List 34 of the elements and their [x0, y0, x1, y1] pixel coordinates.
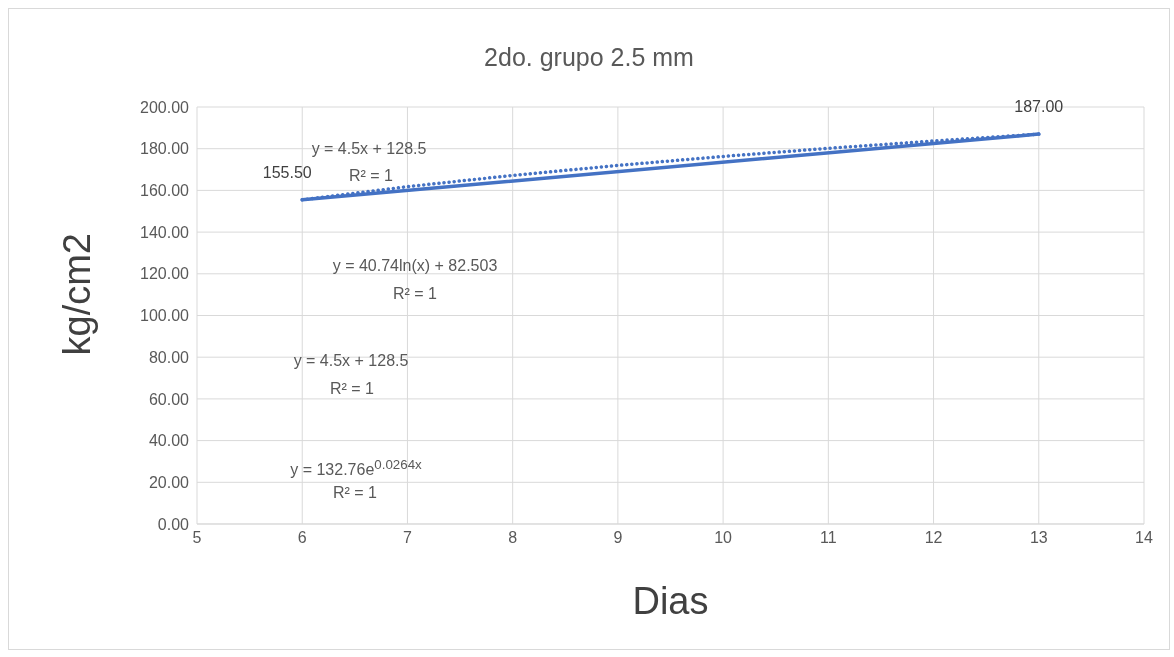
annotation: R² = 1: [392, 285, 438, 303]
x-tick-label: 14: [1135, 529, 1153, 547]
y-tick-label: 140.00: [140, 223, 190, 241]
y-tick-label: 40.00: [148, 432, 190, 450]
x-tick-label: 13: [1029, 529, 1048, 547]
x-tick-label: 7: [402, 529, 412, 547]
annotation: R² = 1: [329, 380, 375, 398]
annotation: y = 4.5x + 128.5: [292, 352, 410, 370]
y-tick-label: 180.00: [140, 140, 190, 158]
x-tick-label: 8: [508, 529, 518, 547]
y-axis-title: kg/cm2: [56, 233, 99, 356]
y-tick-label: 60.00: [148, 390, 190, 408]
data-label: 187.00: [1014, 98, 1064, 116]
annotation: R² = 1: [332, 484, 378, 502]
x-tick-label: 9: [613, 529, 623, 547]
annotation: y = 4.5x + 128.5: [310, 140, 428, 158]
x-axis-title: Dias: [632, 580, 709, 622]
data-label: 155.50: [262, 163, 312, 181]
x-tick-label: 11: [820, 529, 837, 547]
x-tick-label: 10: [714, 529, 733, 547]
annotation: y = 132.76e$^{0.0264x}$: [289, 457, 423, 480]
chart-title: 2do. grupo 2.5 mm: [483, 43, 695, 72]
x-tick-label: 6: [297, 529, 307, 547]
y-tick-label: 0.00: [157, 515, 190, 533]
y-tick-label: 80.00: [148, 348, 190, 366]
y-tick-label: 20.00: [148, 473, 190, 491]
y-tick-label: 160.00: [140, 182, 190, 200]
annotation: y = 40.74ln(x) + 82.503: [331, 257, 499, 275]
x-tick-label: 5: [192, 529, 202, 547]
y-tick-label: 200.00: [140, 98, 190, 116]
x-tick-label: 12: [924, 529, 943, 547]
y-tick-label: 120.00: [140, 265, 190, 283]
annotation: R² = 1: [348, 167, 393, 184]
y-tick-label: 100.00: [140, 307, 190, 325]
